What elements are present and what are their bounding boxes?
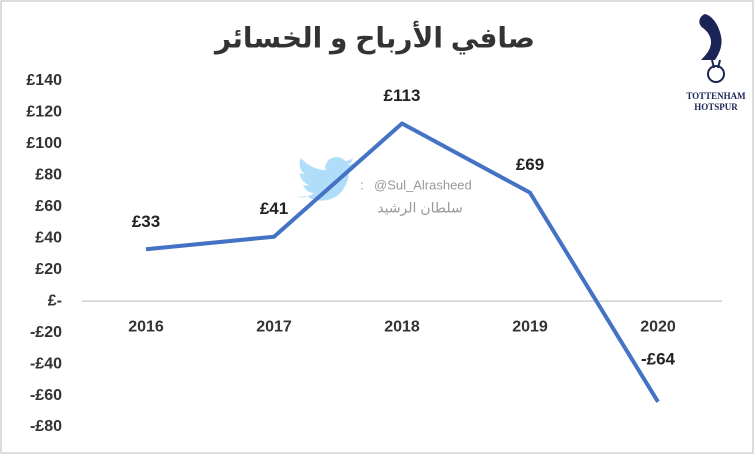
data-label: -£64: [641, 349, 676, 368]
data-label: £41: [260, 199, 288, 218]
y-tick-label: -£80: [30, 418, 62, 435]
data-label: £69: [516, 155, 544, 174]
x-tick-label: 2019: [512, 318, 548, 335]
twitter-icon: [297, 157, 355, 201]
x-tick-label: 2016: [128, 318, 164, 335]
x-tick-label: 2018: [384, 318, 420, 335]
watermark-separator: :: [360, 177, 364, 192]
y-tick-label: £20: [35, 261, 62, 278]
club-logo: [699, 14, 725, 83]
data-label: £33: [132, 212, 160, 231]
watermark-handle: @Sul_Alrasheed: [374, 177, 472, 192]
logo-text: TOTTENHAM: [686, 91, 746, 101]
y-tick-label: £140: [26, 72, 62, 89]
x-tick-label: 2017: [256, 318, 292, 335]
y-tick-label: £40: [35, 229, 62, 246]
y-tick-label: -£60: [30, 387, 62, 404]
y-tick-label: £60: [35, 198, 62, 215]
y-tick-label: -£20: [30, 324, 62, 341]
data-line: [145, 121, 660, 403]
chart-title: صافي الأرباح و الخسائر: [213, 20, 535, 54]
y-tick-label: £100: [26, 135, 62, 152]
y-tick-label: £80: [35, 167, 62, 184]
watermark-name: سلطان الرشيد: [377, 200, 462, 217]
y-tick-label: £120: [26, 104, 62, 121]
y-tick-label: £-: [48, 292, 62, 309]
y-tick-label: -£40: [30, 355, 62, 372]
data-label: £113: [384, 86, 421, 105]
x-tick-label: 2020: [640, 318, 676, 335]
logo-text: HOTSPUR: [694, 102, 738, 112]
